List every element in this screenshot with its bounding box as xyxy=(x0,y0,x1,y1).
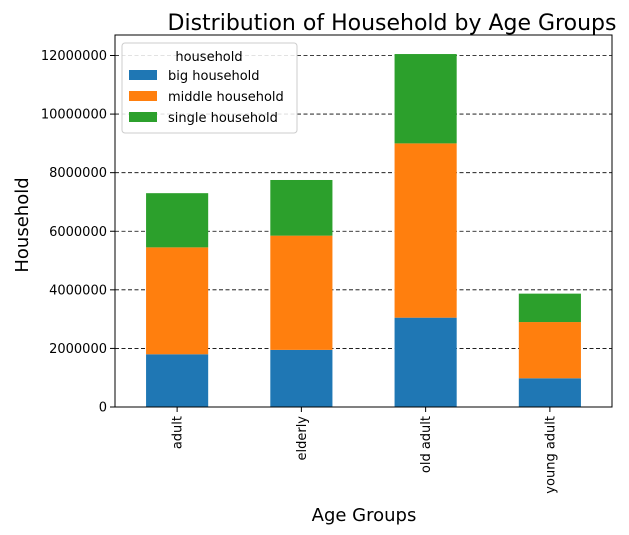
legend-box xyxy=(121,42,298,134)
x-tick-label: elderly xyxy=(295,416,310,461)
bar-segment xyxy=(270,235,333,350)
y-tick-label: 4000000 xyxy=(49,283,107,298)
bar-segment xyxy=(394,143,457,318)
x-tick-label: adult xyxy=(171,416,186,449)
x-axis-label: Age Groups xyxy=(312,505,417,526)
legend-title: household xyxy=(175,50,242,65)
bar-segment xyxy=(394,54,457,144)
legend-swatch xyxy=(129,70,157,80)
bar-segment xyxy=(270,179,333,236)
legend-entry: middle household xyxy=(168,90,284,105)
y-tick-label: 2000000 xyxy=(49,342,107,357)
bar-segment xyxy=(146,247,209,355)
x-tick-label: old adult xyxy=(419,416,434,473)
bar-segment xyxy=(518,378,581,407)
y-tick-label: 8000000 xyxy=(49,166,107,181)
y-tick-label: 10000000 xyxy=(41,108,107,123)
bar-segment xyxy=(146,193,209,248)
legend-swatch xyxy=(129,112,157,122)
y-tick-label: 12000000 xyxy=(41,49,107,64)
legend-swatch xyxy=(129,91,157,101)
bar-segment xyxy=(518,322,581,379)
y-tick-label: 0 xyxy=(99,401,107,416)
y-tick-label: 6000000 xyxy=(49,225,107,240)
x-axis-ticks: adult elderly old adult young adult xyxy=(171,407,558,494)
plot-frame xyxy=(114,34,613,408)
legend-entry: big household xyxy=(168,69,260,84)
bar-segment xyxy=(518,293,581,323)
legend: household big household middle household s… xyxy=(121,42,298,134)
bars xyxy=(146,54,581,407)
chart-title: Distribution of Household by Age Groups xyxy=(168,11,617,36)
bar-segment xyxy=(146,354,209,407)
y-axis-ticks: 0 2000000 4000000 6000000 8000000 10000000 120… xyxy=(41,49,115,416)
legend-entry: single household xyxy=(168,111,278,126)
bar-segment xyxy=(270,349,333,407)
x-tick-label: young adult xyxy=(543,416,558,494)
bar-segment xyxy=(394,317,457,407)
grid-lines xyxy=(115,55,612,349)
y-axis-label: Household xyxy=(12,177,33,272)
